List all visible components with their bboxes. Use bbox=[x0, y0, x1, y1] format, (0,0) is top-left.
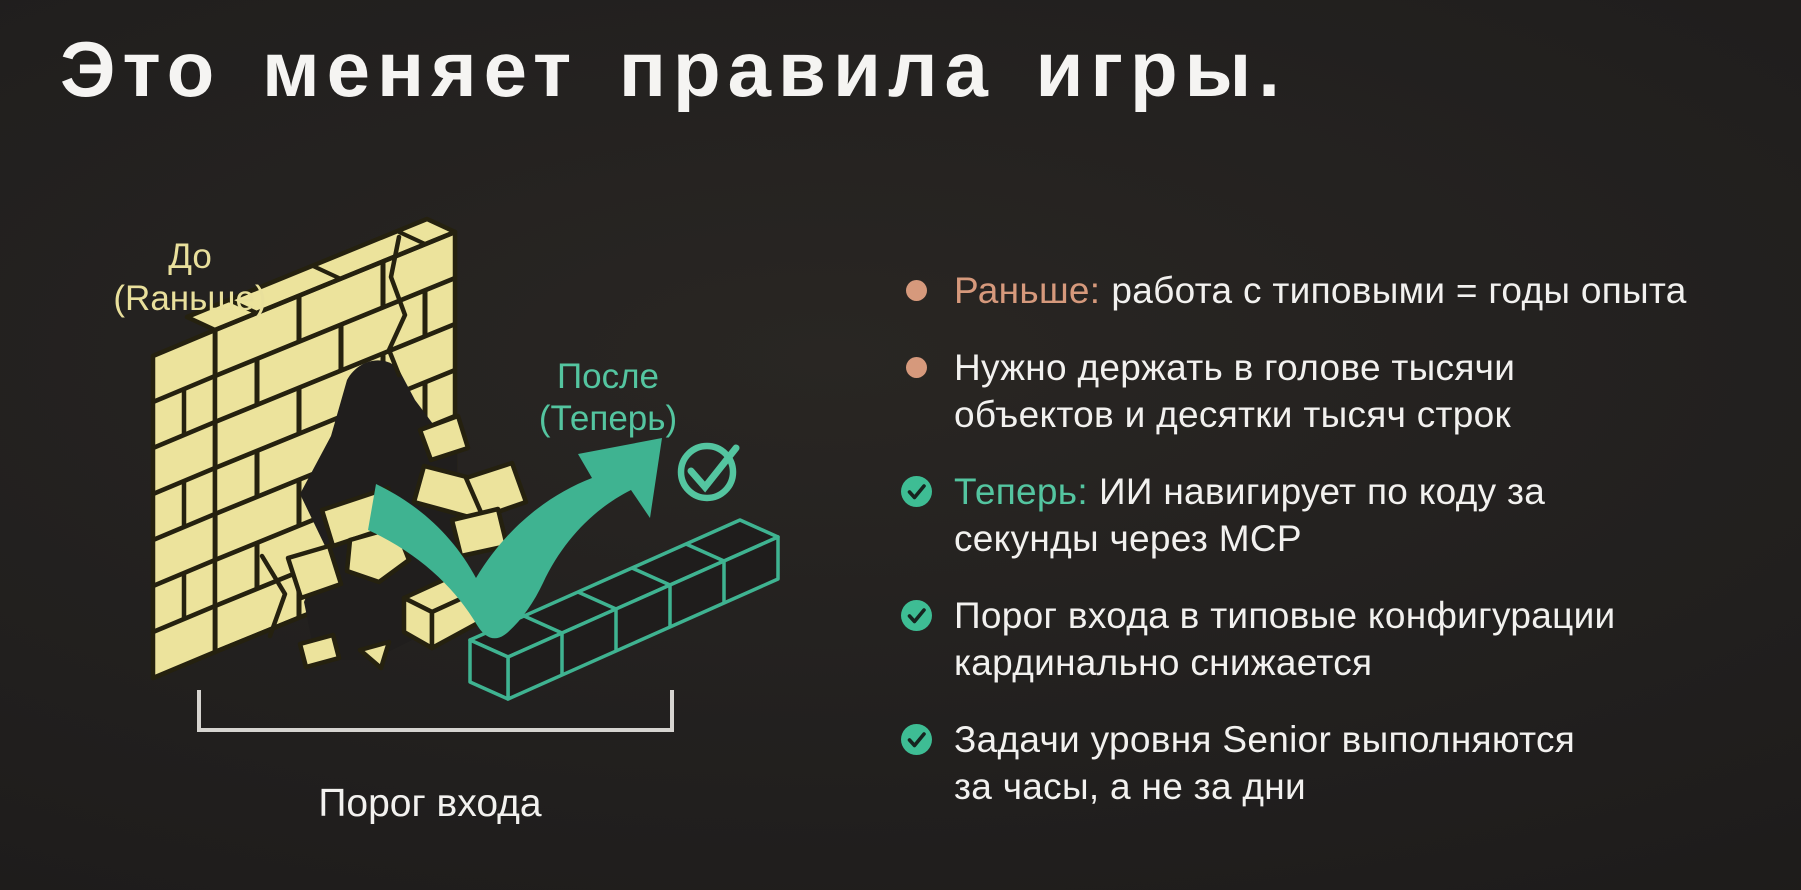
bullet-line: Раньше: работа с типовыми = годы опыта bbox=[954, 267, 1687, 314]
bullet-line: за часы, а не за дни bbox=[954, 766, 1306, 807]
bullet-line: Порог входа в типовые конфигурации bbox=[954, 592, 1616, 639]
threshold-bracket bbox=[197, 690, 674, 732]
bullet-text: Нужно держать в голове тысячи bbox=[954, 347, 1516, 388]
bullet-text-block: Задачи уровня Senior выполняются за часы,… bbox=[954, 716, 1575, 810]
list-item: Нужно держать в голове тысячи объектов и … bbox=[898, 344, 1778, 438]
threshold-diagram bbox=[150, 216, 780, 732]
bounce-arrow-icon bbox=[368, 438, 662, 639]
bullet-text-block: Раньше: работа с типовыми = годы опыта bbox=[954, 267, 1687, 314]
cube-bar bbox=[468, 518, 780, 701]
label-before-line2: (Rаньше) bbox=[113, 279, 267, 318]
bullet-text: Порог входа в типовые конфигурации bbox=[954, 595, 1616, 636]
bullet-dot-icon bbox=[898, 267, 954, 314]
bullet-line: Теперь: ИИ навигирует по коду за bbox=[954, 468, 1545, 515]
bullet-highlight: Теперь: bbox=[954, 471, 1088, 512]
brick-wall-illustration bbox=[150, 216, 529, 681]
diagram-caption: Порог входа bbox=[318, 782, 542, 825]
bullet-list: Раньше: работа с типовыми = годы опыта Нуж… bbox=[898, 267, 1778, 840]
list-item: Теперь: ИИ навигирует по коду за секунды ч… bbox=[898, 468, 1778, 562]
bullet-text-block: Порог входа в типовые конфигурации кардин… bbox=[954, 592, 1616, 686]
bullet-text-block: Нужно держать в голове тысячи объектов и … bbox=[954, 344, 1515, 438]
bullet-line: Нужно держать в голове тысячи bbox=[954, 344, 1515, 391]
check-circle-icon bbox=[898, 468, 954, 562]
bullet-text: работа с типовыми = годы опыта bbox=[1111, 270, 1687, 311]
label-after-line2: (Теперь) bbox=[538, 399, 678, 438]
bullet-line: кардинально снижается bbox=[954, 642, 1373, 683]
check-circle-icon bbox=[898, 716, 954, 810]
label-after-line1: После bbox=[556, 357, 659, 396]
list-item: Задачи уровня Senior выполняются за часы,… bbox=[898, 716, 1778, 810]
page-title: Это меняет правила игры. bbox=[60, 25, 1287, 113]
label-after: После (Теперь) bbox=[488, 356, 728, 440]
label-before-line1: До bbox=[168, 237, 212, 276]
bullet-line: объектов и десятки тысяч строк bbox=[954, 394, 1512, 435]
bullet-text: Задачи уровня Senior выполняются bbox=[954, 719, 1576, 760]
check-circle-outline-icon bbox=[677, 442, 740, 502]
bullet-text-block: Теперь: ИИ навигирует по коду за секунды ч… bbox=[954, 468, 1545, 562]
list-item: Раньше: работа с типовыми = годы опыта bbox=[898, 267, 1778, 314]
bullet-line: секунды через MCP bbox=[954, 518, 1302, 559]
bullet-line: Задачи уровня Senior выполняются bbox=[954, 716, 1575, 763]
list-item: Порог входа в типовые конфигурации кардин… bbox=[898, 592, 1778, 686]
bullet-dot-icon bbox=[898, 344, 954, 438]
check-circle-icon bbox=[898, 592, 954, 686]
label-before: До (Rаньше) bbox=[95, 236, 285, 320]
bullet-highlight: Раньше: bbox=[954, 270, 1101, 311]
bullet-text: ИИ навигирует по коду за bbox=[1098, 471, 1546, 512]
